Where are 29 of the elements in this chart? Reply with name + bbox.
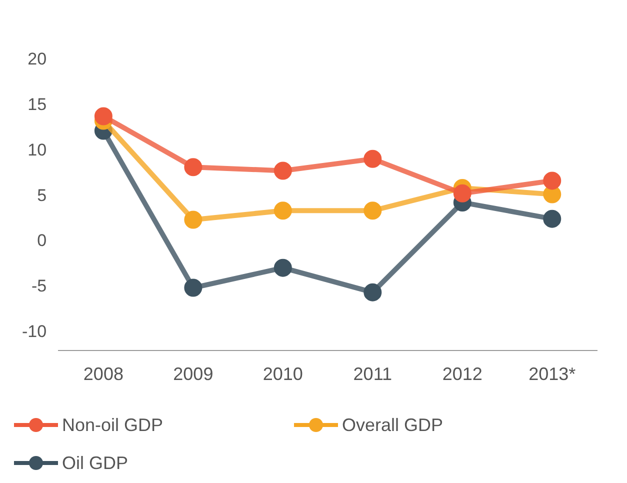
point bbox=[184, 210, 202, 229]
x-tick-label: 2012 bbox=[442, 364, 482, 384]
point bbox=[274, 162, 292, 180]
y-tick-label: -10 bbox=[22, 322, 47, 341]
point bbox=[364, 202, 382, 220]
point bbox=[543, 210, 562, 228]
y-tick-label: 0 bbox=[37, 231, 47, 250]
y-tick-label: 20 bbox=[28, 50, 47, 69]
y-tick-label: -5 bbox=[31, 276, 47, 296]
y-tick-label: 10 bbox=[28, 140, 47, 160]
x-tick-label: 2010 bbox=[262, 364, 303, 384]
point bbox=[543, 172, 562, 190]
point bbox=[364, 150, 382, 168]
point bbox=[274, 258, 292, 277]
x-tick-label: 2013* bbox=[528, 364, 576, 384]
point bbox=[94, 107, 112, 126]
point bbox=[453, 184, 472, 202]
point bbox=[274, 202, 292, 220]
x-tick-label: 2009 bbox=[173, 364, 214, 384]
x-tick-label: 2008 bbox=[83, 364, 124, 384]
point bbox=[364, 283, 382, 302]
point bbox=[184, 278, 202, 297]
y-tick-label: 5 bbox=[37, 186, 47, 205]
x-tick-label: 2011 bbox=[353, 364, 392, 384]
legend-label: Oil GDP bbox=[62, 452, 128, 474]
legend-label: Overall GDP bbox=[342, 414, 444, 436]
legend-label: Non-oil GDP bbox=[62, 414, 164, 436]
point bbox=[184, 158, 202, 176]
y-tick-label: 15 bbox=[28, 95, 47, 114]
